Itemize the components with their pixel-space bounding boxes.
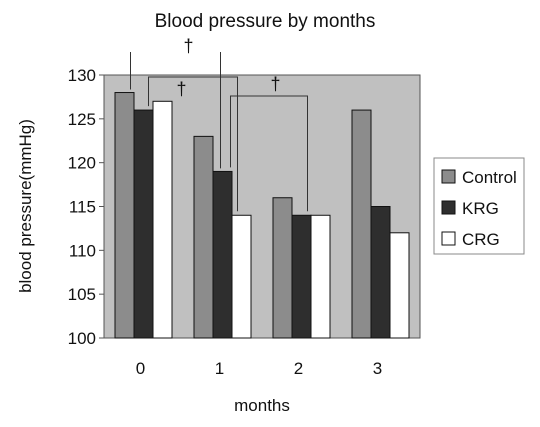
x-tick-label: 2	[294, 359, 303, 378]
legend-swatch-krg	[441, 200, 456, 215]
bar-control-2	[272, 197, 293, 339]
significance-brackets: † † †	[130, 36, 308, 212]
chart-title: Blood pressure by months	[155, 11, 376, 32]
legend-swatch-crg	[441, 231, 456, 246]
bar-krg-2	[291, 214, 312, 339]
significance-marker: †	[270, 74, 280, 94]
bar-control-1	[193, 135, 214, 339]
bar-krg-0	[133, 109, 154, 339]
bar-krg-3	[370, 206, 391, 339]
bar-control-0	[114, 92, 135, 339]
y-tick-label: 110	[69, 241, 96, 260]
legend-label-krg: KRG	[462, 199, 499, 218]
bar-control-3	[351, 109, 372, 339]
y-tick-label: 115	[69, 198, 96, 217]
bar-crg-1	[231, 214, 252, 339]
bar-krg-1	[212, 170, 233, 339]
y-axis-label: blood pressure(mmHg)	[16, 119, 35, 293]
significance-bracket	[148, 76, 238, 212]
y-tick-label: 125	[68, 110, 96, 129]
y-tick-label: 105	[68, 285, 96, 304]
bar-crg-0	[152, 100, 173, 339]
significance-marker: †	[176, 79, 186, 99]
bar-crg-3	[389, 232, 410, 339]
x-tick-label: 3	[373, 359, 382, 378]
legend-label-control: Control	[462, 168, 517, 187]
y-tick-label: 130	[68, 66, 96, 85]
significance-bracket	[230, 95, 308, 212]
significance-marker: †	[183, 36, 193, 56]
y-axis: 100 105 110 115 120 125 130	[68, 66, 104, 348]
bar-crg-2	[310, 214, 331, 339]
x-tick-label: 0	[136, 359, 145, 378]
x-axis: 0 1 2 3	[136, 359, 382, 378]
y-tick-label: 120	[68, 154, 96, 173]
x-axis-label: months	[234, 396, 290, 415]
legend: Control KRG CRG	[433, 157, 525, 255]
y-tick-label: 100	[68, 329, 96, 348]
x-tick-label: 1	[215, 359, 224, 378]
legend-swatch-control	[441, 169, 456, 184]
legend-label-crg: CRG	[462, 230, 500, 249]
bars-group	[114, 92, 410, 339]
